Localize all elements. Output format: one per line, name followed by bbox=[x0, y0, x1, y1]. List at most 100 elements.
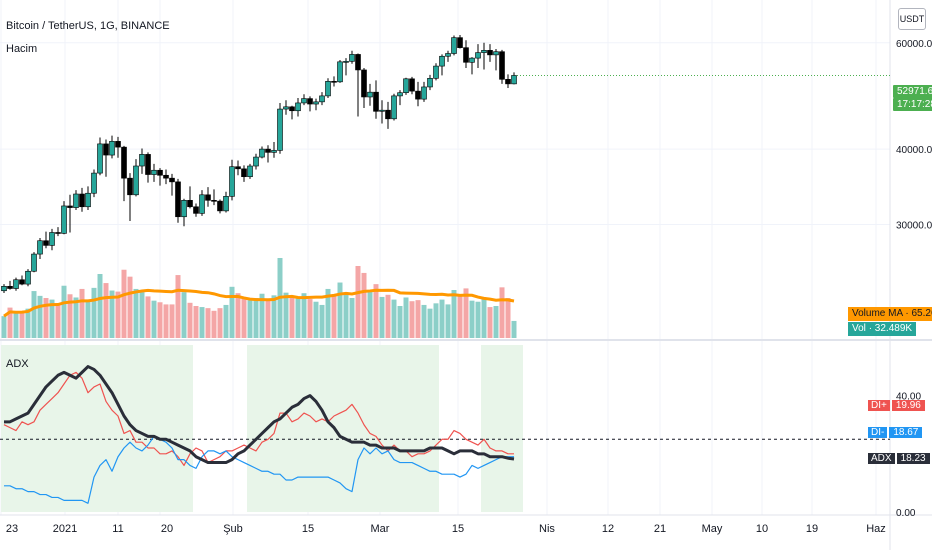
candle-body bbox=[445, 53, 451, 57]
time-tick-label: Mar bbox=[371, 523, 390, 535]
volume-bar bbox=[133, 288, 139, 338]
candle-body bbox=[289, 106, 295, 112]
volume-bar bbox=[205, 308, 211, 338]
candle-body bbox=[175, 181, 181, 218]
volume-bar bbox=[115, 291, 121, 338]
candle-body bbox=[487, 50, 493, 56]
candle-body bbox=[235, 166, 241, 170]
candle-body bbox=[223, 196, 229, 212]
adx-shaded-region bbox=[505, 345, 523, 512]
candle-body bbox=[259, 148, 265, 158]
volume-bar bbox=[37, 295, 43, 338]
candle-body bbox=[367, 91, 373, 98]
time-tick-label: 10 bbox=[756, 523, 768, 535]
volume-bar bbox=[487, 307, 493, 338]
volume-ma-line bbox=[3, 288, 515, 318]
volume-bar bbox=[433, 303, 439, 338]
adx-shaded-region bbox=[247, 345, 439, 512]
candle-body bbox=[37, 240, 43, 255]
volume-bar bbox=[91, 287, 97, 338]
time-tick-label: 20 bbox=[161, 523, 173, 535]
candle-body bbox=[19, 279, 25, 285]
volume-bar bbox=[199, 307, 205, 338]
volume-bar bbox=[349, 298, 355, 338]
candle-body bbox=[505, 79, 511, 85]
volume-bar bbox=[265, 298, 271, 338]
volume-bar bbox=[49, 299, 55, 338]
volume-pane-label: Hacim bbox=[6, 43, 38, 55]
candle-body bbox=[157, 169, 163, 176]
volume-bar bbox=[481, 298, 487, 338]
candle-body bbox=[493, 51, 499, 56]
di-plus-tag: DI+ 19.96 bbox=[868, 398, 925, 413]
volume-bar bbox=[331, 295, 337, 338]
price-tick-label: 30000.00 bbox=[896, 221, 932, 232]
volume-bar bbox=[499, 287, 505, 338]
volume-bar bbox=[457, 295, 463, 338]
adx-line bbox=[4, 365, 515, 465]
volume-bar bbox=[505, 298, 511, 338]
volume-bar bbox=[271, 295, 277, 338]
volume-bar bbox=[463, 288, 469, 338]
time-tick-label: 23 bbox=[6, 523, 18, 535]
volume-value: 32.489K bbox=[874, 323, 913, 334]
volume-bar bbox=[73, 297, 79, 338]
candle-body bbox=[301, 98, 307, 104]
di-plus-line bbox=[3, 371, 514, 467]
volume-bar bbox=[289, 297, 295, 338]
volume-bar bbox=[259, 293, 265, 338]
candle-body bbox=[385, 109, 391, 120]
volume-bar bbox=[283, 292, 289, 338]
candle-body bbox=[253, 156, 259, 167]
candle-body bbox=[481, 50, 487, 53]
volume-bar bbox=[145, 296, 151, 338]
candle-body bbox=[409, 78, 415, 92]
volume-bar bbox=[67, 294, 73, 338]
candle-body bbox=[181, 200, 187, 218]
candle-body bbox=[79, 193, 85, 208]
volume-bar bbox=[445, 304, 451, 338]
volume-tag: Vol · 32.489K bbox=[848, 322, 917, 336]
volume-bar bbox=[421, 304, 427, 338]
volume-ma-tag: Volume MA · 65.268K bbox=[848, 307, 932, 321]
adx-name: ADX bbox=[868, 453, 895, 464]
adx-tick-label: 40.00 bbox=[896, 392, 921, 403]
volume-bar bbox=[427, 308, 433, 338]
candle-body bbox=[391, 95, 397, 120]
volume-bar bbox=[139, 292, 145, 338]
time-tick-label: 19 bbox=[806, 523, 818, 535]
candle-body bbox=[133, 165, 139, 196]
time-tick-label: 12 bbox=[602, 523, 614, 535]
currency-unit-button[interactable]: USDT bbox=[898, 8, 926, 30]
volume-bar bbox=[13, 312, 19, 338]
volume-bar bbox=[193, 306, 199, 338]
candle-body bbox=[439, 55, 445, 67]
volume-bar bbox=[241, 298, 247, 338]
candle-body bbox=[169, 177, 175, 183]
volume-bar bbox=[121, 269, 127, 338]
candle-body bbox=[73, 193, 79, 208]
time-tick-label: May bbox=[702, 523, 723, 535]
candle-body bbox=[205, 194, 211, 201]
volume-bar bbox=[325, 288, 331, 338]
time-tick-label: 2021 bbox=[53, 523, 77, 535]
time-tick-label: 21 bbox=[654, 523, 666, 535]
candle-body bbox=[349, 54, 355, 62]
candle-body bbox=[343, 61, 349, 63]
volume-bar bbox=[397, 306, 403, 338]
candle-body bbox=[319, 95, 325, 103]
candle-body bbox=[103, 143, 109, 156]
di-plus-value: 19.96 bbox=[891, 400, 925, 411]
candle-body bbox=[499, 51, 505, 80]
candle-body bbox=[25, 270, 31, 285]
candle-body bbox=[121, 146, 127, 179]
volume-bar bbox=[343, 292, 349, 338]
volume-bar bbox=[109, 290, 115, 338]
candle-body bbox=[151, 169, 157, 175]
candle-body bbox=[295, 102, 301, 112]
candle-body bbox=[427, 78, 433, 88]
price-tick-label: 60000.00 bbox=[896, 39, 932, 50]
volume-bar bbox=[187, 302, 193, 338]
candle-body bbox=[331, 81, 337, 83]
